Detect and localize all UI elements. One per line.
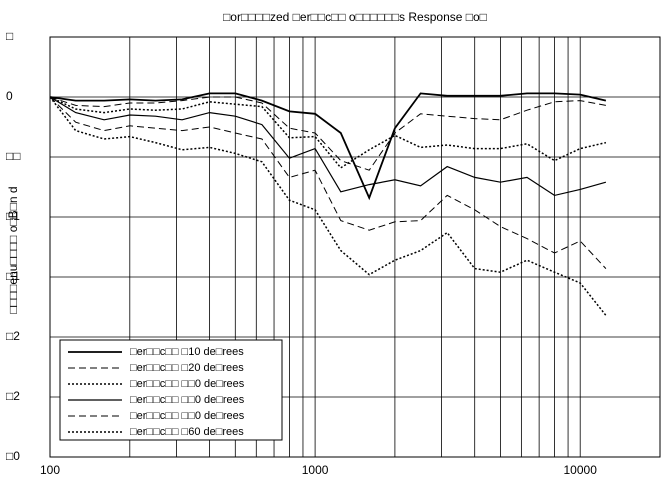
- legend-label: □er□□c□□ □□0 de□rees: [130, 394, 245, 406]
- y-tick-label: □0: [6, 449, 20, 463]
- legend-label: □er□□c□□ □20 de□rees: [130, 362, 244, 374]
- y-tick-label: □□: [6, 149, 21, 163]
- legend-label: □er□□c□□ □□0 de□rees: [130, 410, 245, 422]
- legend-label: □er□□c□□ □□0 de□rees: [130, 378, 245, 390]
- plot-frame: [49, 36, 661, 458]
- series-line: [49, 96, 607, 269]
- y-tick-label: □1: [6, 269, 20, 283]
- x-tick-label: 1000: [302, 463, 329, 477]
- series-line: [49, 96, 607, 197]
- x-tick-label: 100: [40, 463, 60, 477]
- legend-box: [59, 339, 283, 441]
- series-line: [49, 96, 606, 171]
- chart-title: □or□□□□zed □er□□c□□ o□□□□□□s Response □o…: [223, 10, 487, 24]
- legend-label: □er□□c□□ □10 de□rees: [130, 346, 244, 358]
- series-line: [49, 96, 607, 169]
- y-axis-label: □□□□enu□□□□ o□B□n d: [6, 186, 20, 313]
- y-tick-label: □2: [6, 329, 20, 343]
- series-line: [49, 92, 607, 201]
- y-tick-label: □2: [6, 389, 20, 403]
- y-tick-label: 0: [6, 89, 13, 103]
- series-line: [49, 96, 607, 316]
- x-tick-label: 10000: [564, 463, 598, 477]
- legend-label: □er□□c□□ □60 de□rees: [130, 426, 244, 438]
- y-tick-label: □: [6, 29, 13, 43]
- y-tick-label: □1: [6, 209, 20, 223]
